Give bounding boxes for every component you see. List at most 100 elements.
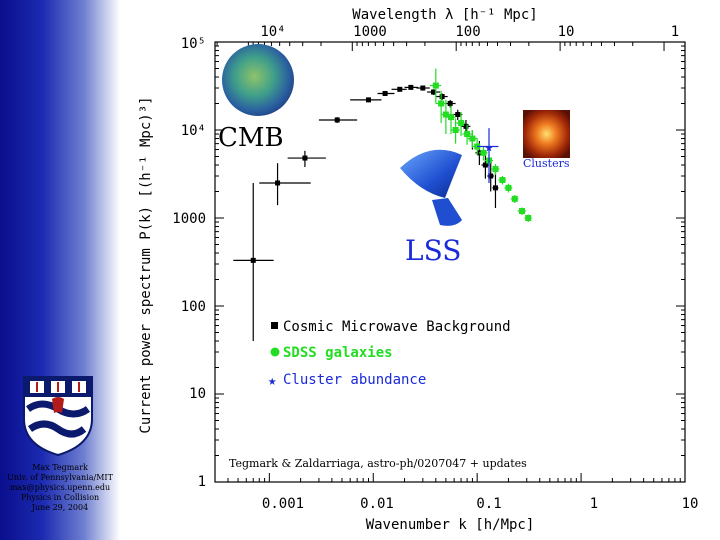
x-axis-label: Wavenumber k [h/Mpc] bbox=[366, 517, 535, 533]
data-point-circle bbox=[435, 90, 446, 124]
data-point-circle bbox=[491, 164, 500, 175]
y-tick-labels: 1 10 100 1000 10⁴ 10⁵ bbox=[172, 36, 206, 490]
data-point-circle bbox=[524, 214, 532, 223]
point-marker bbox=[447, 101, 453, 107]
data-point-square bbox=[233, 182, 274, 342]
data-point-star: ★ bbox=[477, 128, 499, 183]
data-point-square bbox=[435, 93, 448, 100]
point-marker bbox=[455, 112, 461, 118]
legend-label-sdss: SDSS galaxies bbox=[283, 345, 393, 361]
lss-annotation: LSS bbox=[405, 234, 461, 267]
data-point-square bbox=[404, 84, 419, 90]
top-tick-label: 1 bbox=[671, 24, 679, 40]
point-marker bbox=[408, 84, 414, 90]
point-marker bbox=[275, 180, 281, 186]
data-point-circle bbox=[510, 195, 519, 204]
data-point-square bbox=[444, 99, 456, 108]
x-tick-label: 0.001 bbox=[262, 496, 304, 512]
data-point-square bbox=[287, 150, 326, 167]
top-tick-label: 100 bbox=[455, 24, 480, 40]
x-tick-label: 10 bbox=[682, 496, 699, 512]
data-point-circle bbox=[445, 105, 456, 135]
point-marker: ★ bbox=[485, 139, 494, 155]
point-marker bbox=[438, 100, 445, 107]
point-marker bbox=[505, 184, 512, 191]
university-crest bbox=[23, 376, 93, 457]
lss-survey-wedge-icon bbox=[400, 149, 462, 226]
data-point-circle bbox=[451, 118, 460, 144]
y-tick-label: 1 bbox=[198, 474, 206, 490]
top-tick-labels: 10⁴ 1000 100 10 1 bbox=[260, 24, 679, 40]
data-point-square bbox=[391, 86, 407, 92]
top-axis-label: Wavelength λ [h⁻¹ Mpc] bbox=[352, 7, 537, 23]
data-point-circle bbox=[504, 183, 513, 193]
plot-frame bbox=[214, 41, 686, 483]
chart-legend: Cosmic Microwave Background SDSS galaxie… bbox=[268, 319, 511, 389]
point-marker bbox=[365, 97, 371, 103]
clusters-annotation: Clusters bbox=[523, 157, 570, 170]
presentation-date: June 29, 2004 bbox=[31, 503, 89, 512]
data-point-square bbox=[492, 171, 499, 208]
point-marker bbox=[464, 131, 471, 138]
point-marker bbox=[442, 111, 449, 118]
legend-marker-cluster: ★ bbox=[268, 373, 277, 389]
point-marker bbox=[448, 114, 455, 121]
point-marker bbox=[492, 166, 499, 173]
point-marker bbox=[525, 215, 532, 221]
conference-name: Physics in Collision bbox=[20, 493, 100, 502]
data-point-circle bbox=[462, 124, 472, 145]
y-tick-label: 10⁵ bbox=[181, 36, 206, 52]
axis-ticks bbox=[214, 41, 686, 483]
legend-marker-cmb bbox=[271, 322, 278, 329]
data-point-circle bbox=[517, 207, 526, 216]
point-marker bbox=[431, 89, 437, 95]
galaxy-cluster-image bbox=[523, 110, 570, 158]
point-marker bbox=[458, 120, 465, 127]
top-tick-label: 1000 bbox=[353, 24, 387, 40]
data-point-square bbox=[481, 152, 490, 179]
x-tick-label: 1 bbox=[590, 496, 598, 512]
legend-label-cmb: Cosmic Microwave Background bbox=[283, 319, 511, 335]
data-point-square bbox=[318, 117, 358, 124]
point-marker bbox=[334, 117, 340, 123]
y-axis-label: Current power spectrum P(k) [(h⁻¹ Mpc)³] bbox=[138, 96, 154, 433]
x-tick-label: 0.1 bbox=[476, 496, 501, 512]
x-tick-labels: 0.001 0.01 0.1 1 10 bbox=[262, 496, 699, 512]
data-point-square bbox=[377, 90, 395, 96]
point-marker bbox=[397, 86, 403, 92]
point-marker bbox=[488, 173, 494, 179]
data-point-circle bbox=[478, 146, 488, 161]
point-marker bbox=[518, 208, 525, 215]
data-point-circle bbox=[429, 68, 442, 104]
x-tick-label: 0.01 bbox=[360, 496, 394, 512]
point-marker bbox=[420, 85, 426, 91]
data-point-square bbox=[416, 85, 430, 91]
top-tick-label: 10 bbox=[558, 24, 575, 40]
author-info: Max Tegmark Univ. of Pennsylvania/MIT ma… bbox=[0, 463, 120, 513]
data-point-circle bbox=[498, 176, 507, 185]
y-tick-label: 10 bbox=[189, 386, 206, 402]
point-marker bbox=[382, 90, 388, 96]
point-marker bbox=[480, 149, 487, 156]
author-name: Max Tegmark bbox=[32, 463, 88, 472]
citation-text: Tegmark & Zaldarriaga, astro-ph/0207047 … bbox=[229, 457, 527, 470]
point-marker bbox=[511, 195, 518, 202]
data-point-circle bbox=[468, 130, 478, 148]
point-marker bbox=[492, 185, 498, 191]
legend-marker-sdss bbox=[270, 347, 280, 357]
cmb-annotation: CMB bbox=[218, 123, 284, 153]
cmb-sky-map-icon bbox=[222, 44, 294, 116]
point-marker bbox=[463, 123, 469, 129]
data-point-square bbox=[427, 89, 441, 95]
legend-label-cluster: Cluster abundance bbox=[283, 372, 426, 388]
data-point-square bbox=[487, 162, 494, 192]
top-tick-label: 10⁴ bbox=[260, 24, 285, 40]
point-marker bbox=[250, 257, 256, 263]
data-point-square bbox=[259, 163, 311, 206]
point-marker bbox=[482, 162, 488, 168]
point-marker bbox=[469, 135, 476, 142]
y-tick-label: 10⁴ bbox=[181, 123, 206, 139]
point-marker bbox=[452, 127, 459, 133]
y-tick-label: 1000 bbox=[172, 211, 206, 227]
